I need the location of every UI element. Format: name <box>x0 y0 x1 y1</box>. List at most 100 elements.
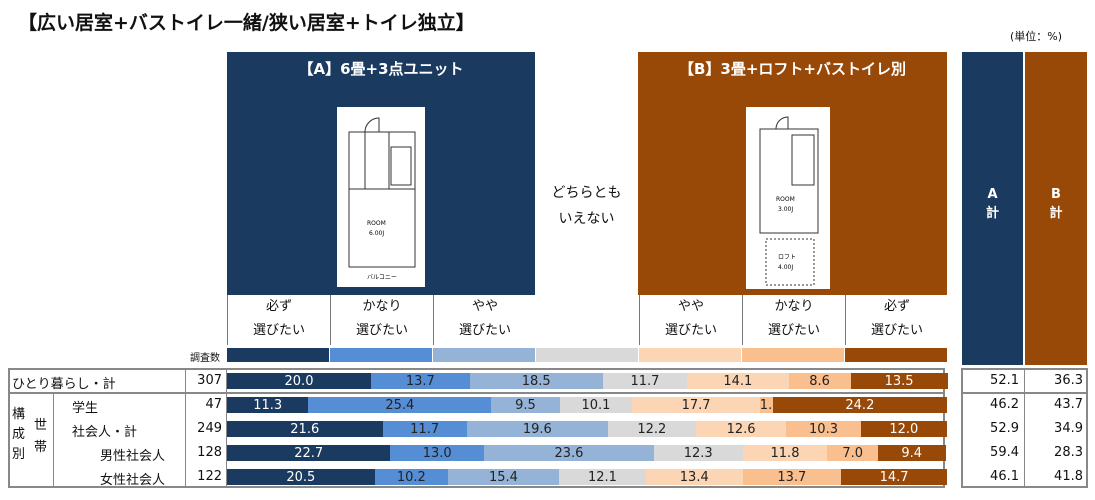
bar-label: 22.7 <box>294 446 324 461</box>
bar-label: 18.5 <box>521 374 551 389</box>
bar-segment: 17.7 <box>632 397 760 413</box>
row-label: ひとり暮らし・計 <box>12 377 116 392</box>
bar-segment: 15.4 <box>448 469 559 485</box>
bar-label: 12.3 <box>683 446 713 461</box>
sub-header-line2: 選びたい <box>870 323 923 338</box>
a-total-line2: 計 <box>985 206 999 221</box>
neutral-line1: どちらとも <box>551 185 622 201</box>
row-n: 307 <box>197 373 222 388</box>
bar-segment: 19.6 <box>466 421 608 437</box>
bar-segment: 14.7 <box>841 469 947 485</box>
side-label-inner: 世帯 <box>34 418 48 455</box>
neutral-header: どちらとも いえない <box>535 180 638 232</box>
bar-segment: 9.4 <box>877 445 946 461</box>
floor-plan-a: ROOM 6.00J バルコニー <box>337 107 425 287</box>
sub-header-line2: 選びたい <box>664 323 717 338</box>
b-total-value: 41.8 <box>1054 469 1083 484</box>
floor-plan-b: ROOM 3.00J ロフト 4.00J <box>746 107 830 289</box>
a-total-value: 59.4 <box>990 445 1019 460</box>
sub-header-line2: 選びたい <box>767 323 820 338</box>
b-total-value: 36.3 <box>1054 373 1083 388</box>
bar-label: 12.1 <box>587 470 617 485</box>
divider <box>8 392 945 394</box>
bar-segment: 12.3 <box>653 445 743 461</box>
a-total-value: 52.9 <box>990 421 1019 436</box>
bar-segment: 1.8 <box>759 397 780 413</box>
row-label: 社会人・計 <box>72 425 138 440</box>
bar-label: 9.5 <box>515 398 536 413</box>
bar-segment: 13.0 <box>390 445 485 461</box>
row-label: 女性社会人 <box>100 473 166 488</box>
bar-label: 13.0 <box>422 446 452 461</box>
b-total-value: 34.9 <box>1054 421 1083 436</box>
b-total-value: 43.7 <box>1054 397 1083 412</box>
bar-label: 14.1 <box>723 374 753 389</box>
b-total-line2: 計 <box>1049 206 1063 221</box>
bar-segment: 8.6 <box>788 373 851 389</box>
bar-segment: 10.1 <box>559 397 633 413</box>
row-n: 47 <box>205 397 222 412</box>
bar-segment: 11.3 <box>227 397 309 413</box>
sub-header-line1: やや <box>471 299 498 314</box>
bar-label: 14.7 <box>879 470 909 485</box>
bar-segment: 25.4 <box>308 397 492 413</box>
bar-segment: 13.4 <box>646 469 743 485</box>
sub-header-line1: かなり <box>362 299 402 314</box>
plan-b-size: 3.00J <box>778 206 793 213</box>
bar-label: 13.5 <box>884 374 914 389</box>
bar-segment: 11.7 <box>602 373 688 389</box>
divider <box>185 368 186 488</box>
row-n: 249 <box>197 421 222 436</box>
legend-swatch-4 <box>639 348 741 362</box>
sub-header-line2: 選びたい <box>252 323 305 338</box>
bar-label: 13.4 <box>679 470 709 485</box>
bar-label: 19.6 <box>522 422 552 437</box>
chart-title: 【広い居室+バストイレ一緒/狭い居室+トイレ独立】 <box>18 12 475 34</box>
a-total-value: 46.1 <box>990 469 1019 484</box>
sub-header-line1: 必ず <box>883 299 910 314</box>
bar-label: 12.0 <box>889 422 919 437</box>
sub-header-line2: 選びたい <box>355 323 408 338</box>
bar-label: 24.2 <box>845 398 875 413</box>
bar-label: 10.3 <box>809 422 838 437</box>
legend-swatch-2 <box>433 348 535 362</box>
bar-segment: 23.6 <box>484 445 654 461</box>
row-label: 学生 <box>72 401 99 416</box>
bar-segment: 20.5 <box>227 469 375 485</box>
bar-label: 11.7 <box>410 422 440 437</box>
legend-swatch-0 <box>227 348 329 362</box>
bar-label: 21.6 <box>290 422 320 437</box>
bar-label: 7.0 <box>842 446 863 461</box>
legend-swatch-5 <box>742 348 844 362</box>
a-total-value: 52.1 <box>990 373 1019 388</box>
legend-swatch-1 <box>330 348 432 362</box>
row-n: 128 <box>197 445 222 460</box>
bar-segment: 10.2 <box>374 469 449 485</box>
sub-header-line1: かなり <box>774 299 814 314</box>
divider <box>1024 368 1025 488</box>
bar-label: 8.6 <box>809 374 830 389</box>
bar-segment: 12.2 <box>607 421 696 437</box>
b-total-value: 28.3 <box>1054 445 1083 460</box>
sub-header-0: 必ず 選びたい <box>227 295 330 345</box>
bar-segment: 11.7 <box>382 421 467 437</box>
bar-segment: 12.0 <box>860 421 947 437</box>
bar-label: 13.7 <box>405 374 435 389</box>
divider <box>226 368 227 488</box>
plan-a-size: 6.00J <box>369 230 384 237</box>
bar-segment: 22.7 <box>227 445 391 461</box>
bar-label: 20.5 <box>286 470 316 485</box>
bar-label: 15.4 <box>488 470 518 485</box>
group-a-header: 【A】6畳+3点ユニット ROOM 6.00J バルコニー <box>227 52 535 295</box>
bar-label: 10.1 <box>581 398 611 413</box>
plan-a-room: ROOM <box>367 220 386 227</box>
sub-header-6: 必ず 選びたい <box>845 295 948 345</box>
a-total-line1: A <box>987 187 998 202</box>
a-total-value: 46.2 <box>990 397 1019 412</box>
bar-segment: 18.5 <box>469 373 603 389</box>
bar-label: 20.0 <box>284 374 314 389</box>
bar-segment: 13.7 <box>371 373 470 389</box>
legend-swatch-6 <box>845 348 947 362</box>
bar-label: 12.2 <box>637 422 667 437</box>
sub-header-1: かなり 選びたい <box>330 295 433 345</box>
